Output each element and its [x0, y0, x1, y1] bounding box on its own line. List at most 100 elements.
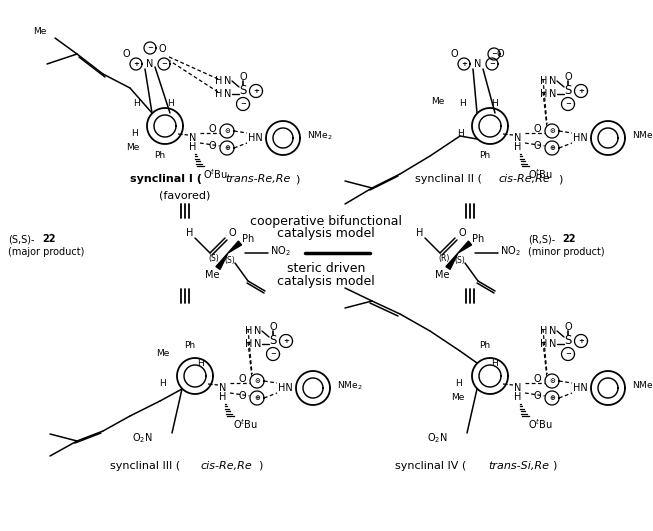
Text: H: H	[417, 228, 424, 238]
Text: O: O	[534, 141, 541, 151]
Text: HN: HN	[573, 133, 588, 143]
Text: H: H	[515, 392, 522, 402]
Text: H: H	[540, 326, 548, 336]
Text: Me: Me	[205, 270, 219, 280]
Text: steric driven: steric driven	[287, 261, 365, 275]
Text: Ph: Ph	[242, 234, 254, 244]
Polygon shape	[562, 98, 575, 110]
Text: ⊙: ⊙	[224, 128, 230, 134]
Text: (S): (S)	[454, 255, 466, 264]
Text: HN: HN	[573, 383, 588, 393]
Text: NO$_2$: NO$_2$	[270, 244, 291, 258]
Text: trans-Re,Re: trans-Re,Re	[225, 174, 291, 184]
Text: Ph: Ph	[479, 151, 490, 160]
Polygon shape	[130, 58, 142, 70]
Text: −: −	[161, 61, 167, 67]
Text: H: H	[197, 359, 203, 369]
Text: N: N	[549, 326, 557, 336]
Polygon shape	[154, 115, 176, 137]
Polygon shape	[545, 391, 559, 405]
Text: 22: 22	[562, 234, 575, 244]
Polygon shape	[177, 358, 213, 394]
Text: H: H	[246, 339, 253, 349]
Text: 22: 22	[42, 234, 56, 244]
Text: ⊕: ⊕	[549, 395, 555, 401]
Text: N: N	[254, 326, 262, 336]
Text: N: N	[474, 59, 482, 69]
Text: H: H	[458, 99, 466, 108]
Polygon shape	[303, 378, 323, 398]
Text: H: H	[132, 130, 138, 139]
Text: H: H	[492, 99, 498, 108]
Polygon shape	[446, 253, 458, 269]
Text: ): )	[295, 174, 299, 184]
Text: O: O	[496, 49, 504, 59]
Text: ): )	[258, 461, 263, 471]
Polygon shape	[220, 124, 234, 138]
Text: Ph: Ph	[472, 234, 484, 244]
Text: −: −	[147, 45, 153, 51]
Text: +: +	[461, 61, 467, 67]
Text: −: −	[491, 51, 497, 57]
Text: Ph: Ph	[184, 341, 195, 350]
Text: O: O	[122, 49, 130, 59]
Text: H: H	[515, 142, 522, 152]
Text: ⊙: ⊙	[254, 378, 260, 384]
Text: NO$_2$: NO$_2$	[500, 244, 520, 258]
Text: O: O	[534, 374, 541, 384]
Polygon shape	[250, 374, 264, 388]
Text: (major product): (major product)	[8, 247, 84, 257]
Text: HN: HN	[278, 383, 293, 393]
Text: −: −	[240, 101, 246, 107]
Polygon shape	[598, 378, 618, 398]
Text: ⊙: ⊙	[549, 128, 555, 134]
Polygon shape	[184, 365, 206, 387]
Text: synclinal I (: synclinal I (	[130, 174, 202, 184]
Text: S: S	[269, 335, 277, 347]
Text: Me: Me	[156, 349, 170, 358]
Text: (R): (R)	[438, 254, 449, 263]
Text: NMe$_2$: NMe$_2$	[307, 130, 332, 142]
Text: NMe$_2$: NMe$_2$	[632, 130, 653, 142]
Polygon shape	[488, 48, 500, 60]
Text: H: H	[186, 228, 194, 238]
Text: HN: HN	[247, 133, 263, 143]
Text: O: O	[228, 228, 236, 238]
Text: (minor product): (minor product)	[528, 247, 605, 257]
Text: Me: Me	[33, 28, 47, 37]
Text: H: H	[456, 130, 464, 139]
Text: H: H	[454, 380, 462, 389]
Text: H: H	[219, 392, 227, 402]
Text: H: H	[159, 380, 167, 389]
Text: catalysis model: catalysis model	[277, 275, 375, 287]
Polygon shape	[472, 358, 508, 394]
Text: Ph: Ph	[479, 341, 490, 350]
Polygon shape	[545, 374, 559, 388]
Text: O$^t$Bu: O$^t$Bu	[528, 167, 552, 181]
Polygon shape	[591, 121, 625, 155]
Polygon shape	[591, 371, 625, 405]
Text: ): )	[552, 461, 556, 471]
Polygon shape	[562, 347, 575, 361]
Text: synclinal II (: synclinal II (	[415, 174, 482, 184]
Text: Me: Me	[432, 97, 445, 106]
Polygon shape	[147, 108, 183, 144]
Text: +: +	[578, 338, 584, 344]
Text: O: O	[450, 49, 458, 59]
Text: +: +	[133, 61, 139, 67]
Text: O: O	[269, 322, 277, 332]
Text: +: +	[253, 88, 259, 94]
Polygon shape	[158, 58, 170, 70]
Polygon shape	[479, 115, 501, 137]
Text: O: O	[458, 228, 466, 238]
Text: N: N	[549, 339, 557, 349]
Text: O$^t$Bu: O$^t$Bu	[528, 417, 552, 431]
Text: +: +	[578, 88, 584, 94]
Text: O$^t$Bu: O$^t$Bu	[202, 167, 227, 181]
Text: S: S	[564, 84, 571, 98]
Text: H: H	[540, 76, 548, 86]
Text: +: +	[283, 338, 289, 344]
Polygon shape	[479, 365, 501, 387]
Polygon shape	[216, 253, 228, 269]
Text: N: N	[225, 89, 232, 99]
